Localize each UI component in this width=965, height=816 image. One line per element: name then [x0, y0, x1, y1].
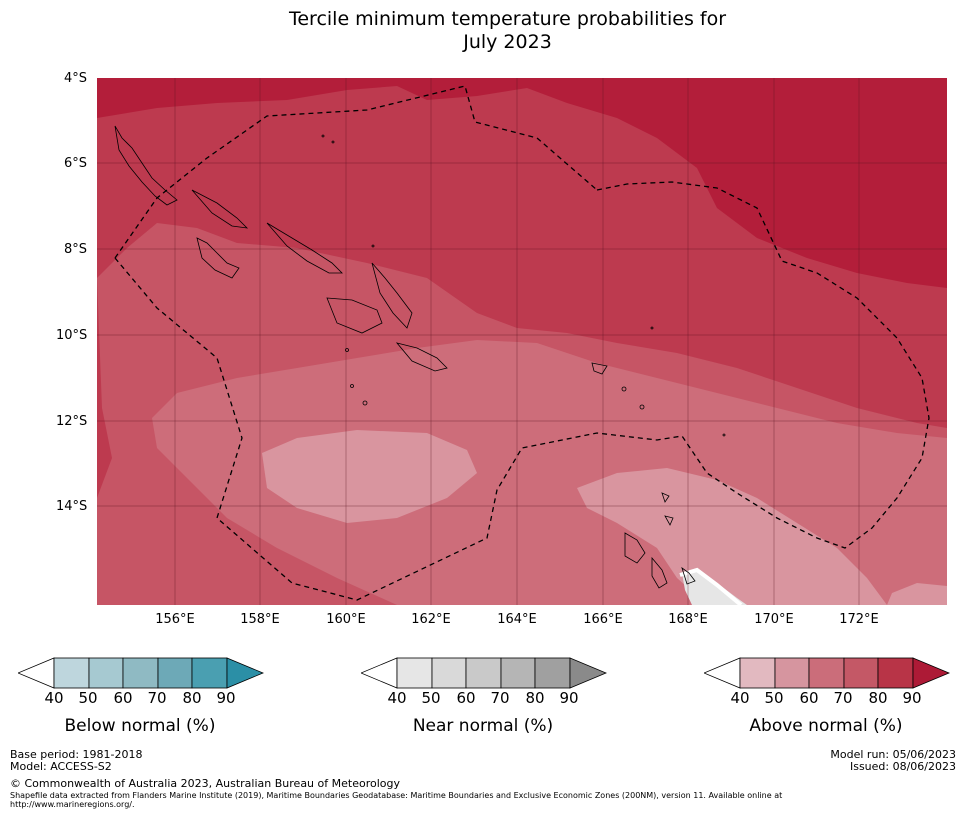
- santa-cruz: [591, 362, 608, 375]
- efate: [681, 566, 696, 585]
- lon-label-170e: 170°E: [754, 612, 794, 627]
- near-tick-60: 60: [456, 689, 476, 707]
- below-tick-60: 60: [113, 689, 133, 707]
- lat-label-12s: 12°S: [56, 414, 88, 429]
- banks-islands: [661, 492, 670, 503]
- lon-label-166e: 166°E: [583, 612, 623, 627]
- colorbar-above-normal: [704, 657, 950, 689]
- title-line-2: July 2023: [463, 31, 552, 53]
- below-normal-title: Below normal (%): [64, 716, 216, 736]
- espiritu-santo: [624, 532, 646, 564]
- lat-label-4s: 4°S: [64, 71, 88, 86]
- santa-isabel: [266, 222, 343, 274]
- lat-label-6s: 6°S: [64, 156, 88, 171]
- above-tick-70: 70: [833, 689, 853, 707]
- above-tick-40: 40: [730, 689, 750, 707]
- lon-label-156e: 156°E: [155, 612, 195, 627]
- coastlines: [114, 125, 726, 589]
- near-tick-40: 40: [387, 689, 407, 707]
- guadalcanal: [326, 297, 383, 334]
- issued-date: Issued: 08/06/2023: [849, 760, 956, 773]
- colorbar-near-normal: [361, 657, 607, 689]
- lat-label-14s: 14°S: [56, 499, 88, 514]
- above-tick-80: 80: [868, 689, 888, 707]
- lon-label-162e: 162°E: [411, 612, 451, 627]
- lon-label-172e: 172°E: [839, 612, 879, 627]
- makira: [395, 342, 448, 372]
- above-normal-title: Above normal (%): [749, 716, 903, 736]
- torres-islands: [664, 515, 674, 526]
- below-tick-70: 70: [147, 689, 167, 707]
- malaita: [371, 262, 413, 329]
- zone-above-40-50-corner: [887, 583, 947, 605]
- lat-label-10s: 10°S: [56, 328, 88, 343]
- near-tick-80: 80: [525, 689, 545, 707]
- title-line-1: Tercile minimum temperature probabilitie…: [288, 8, 727, 30]
- lat-label-8s: 8°S: [64, 242, 88, 257]
- choiseul-island: [191, 189, 249, 229]
- lon-label-168e: 168°E: [668, 612, 708, 627]
- model-name: Model: ACCESS-S2: [10, 760, 112, 773]
- above-tick-60: 60: [799, 689, 819, 707]
- below-tick-90: 90: [216, 689, 236, 707]
- eez-boundaries: [114, 85, 930, 601]
- graticule: [97, 78, 947, 605]
- near-normal-title: Near normal (%): [412, 716, 554, 736]
- below-tick-40: 40: [44, 689, 64, 707]
- zone-above-40-50-south: [577, 468, 887, 605]
- shapefile-credit-line-2: http://www.marineregions.org/.: [10, 800, 135, 809]
- above-tick-50: 50: [764, 689, 784, 707]
- copyright: © Commonwealth of Australia 2023, Austra…: [10, 777, 400, 790]
- eez-solomon-islands: [114, 85, 683, 601]
- base-period: Base period: 1981-2018: [10, 748, 143, 761]
- below-tick-50: 50: [78, 689, 98, 707]
- malakula: [651, 556, 668, 589]
- bougainville-island: [114, 125, 178, 206]
- colorbar-below-normal: [18, 657, 264, 689]
- lon-label-164e: 164°E: [497, 612, 537, 627]
- near-tick-50: 50: [421, 689, 441, 707]
- zone-above-40-50: [262, 430, 477, 523]
- map-title: Tercile minimum temperature probabilitie…: [0, 8, 965, 54]
- model-run-date: Model run: 05/06/2023: [830, 748, 956, 761]
- probability-map: [97, 78, 947, 605]
- above-tick-90: 90: [902, 689, 922, 707]
- lon-label-158e: 158°E: [240, 612, 280, 627]
- shapefile-credit-line-1: Shapefile data extracted from Flanders M…: [10, 791, 783, 800]
- near-tick-70: 70: [490, 689, 510, 707]
- below-tick-80: 80: [182, 689, 202, 707]
- lon-label-160e: 160°E: [326, 612, 366, 627]
- eez-vanuatu-tuvalu: [596, 181, 930, 549]
- near-tick-90: 90: [559, 689, 579, 707]
- new-georgia: [196, 237, 240, 279]
